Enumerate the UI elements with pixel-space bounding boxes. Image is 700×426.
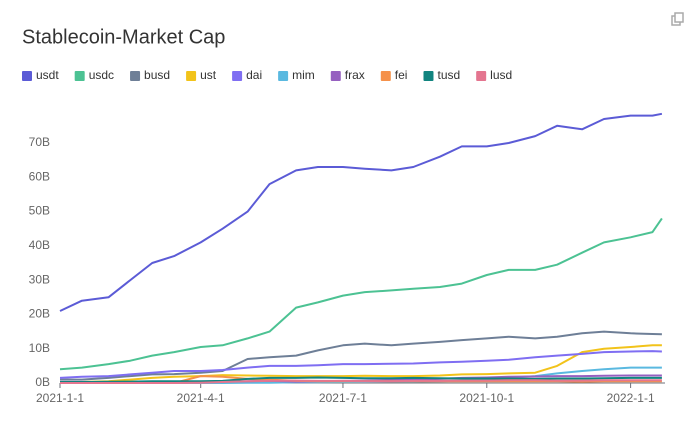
y-tick-label: 20B [29,307,50,321]
legend-marker [330,71,341,81]
legend-marker [232,71,243,81]
legend-marker [186,71,197,81]
copy-icon[interactable] [671,12,684,26]
legend-label: fei [395,68,408,82]
legend-label: frax [345,68,365,82]
line [60,376,662,383]
y-tick-label: 0B [35,375,50,389]
y-tick-label: 40B [29,238,50,252]
legend-label: busd [144,68,170,82]
x-tick-label: 2021-10-1 [459,391,514,405]
icon-part [674,12,684,23]
legend-label: ust [200,68,217,82]
legend-marker [476,71,487,81]
y-tick-label: 50B [29,204,50,218]
line [59,217,663,371]
x-tick-label: 2021-1-1 [36,391,84,405]
legend-marker [74,71,85,81]
line [60,330,662,381]
x-tick-label: 2021-7-1 [319,391,367,405]
legend-marker [22,71,32,81]
line [59,112,663,312]
legend-label: lusd [490,68,512,82]
legend-label: usdc [89,68,114,82]
chart-title: Stablecoin-Market Cap [22,26,225,48]
y-tick-label: 30B [29,272,50,286]
legend-label: tusd [437,68,460,82]
line [59,344,662,384]
legend-marker [278,71,289,81]
y-tick-label: 10B [29,341,50,355]
legend-label: mim [292,68,315,82]
legend-label: usdt [36,68,59,82]
legend-marker [380,71,391,81]
line [59,350,662,379]
legend-marker [130,71,141,81]
y-tick-label: 70B [29,135,50,149]
legend-marker [423,71,434,81]
line [60,379,662,384]
x-tick-label: 2022-1-1 [607,391,655,405]
y-tick-label: 60B [29,169,50,183]
legend-label: dai [246,68,262,82]
x-tick-label: 2021-4-1 [177,391,225,405]
